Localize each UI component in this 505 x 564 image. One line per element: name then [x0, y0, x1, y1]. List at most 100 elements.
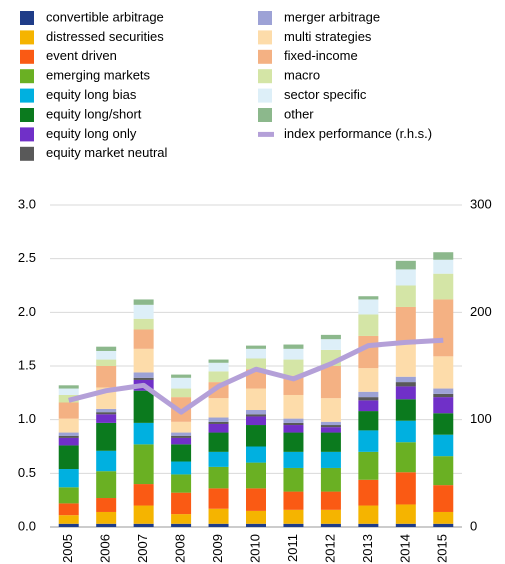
bar-segment [358, 335, 379, 369]
bar-segment [58, 418, 79, 433]
bar-segment [283, 359, 304, 376]
bar-segment [208, 508, 229, 524]
bar-segment [358, 296, 379, 300]
legend-swatch [20, 69, 34, 84]
legend-label: merger arbitrage [284, 9, 380, 24]
bar-segment [246, 414, 266, 417]
bar-segment [58, 487, 79, 504]
x-tick-label: 2008 [173, 534, 188, 563]
bar-segment [433, 397, 454, 414]
bar-segment [433, 393, 454, 398]
bar-segment [58, 515, 79, 524]
bar-segment [246, 348, 266, 359]
index-line [68, 337, 444, 415]
bar-segment [208, 423, 229, 433]
bar-segment [283, 348, 304, 360]
bar-segment [283, 509, 304, 524]
legend-label: other [284, 106, 314, 121]
bar-segment [58, 432, 79, 436]
bar-segment [246, 410, 266, 415]
bar-segment [171, 444, 192, 462]
legend-label: distressed securities [46, 29, 164, 44]
bar-segment [395, 382, 416, 387]
bar-segment [246, 345, 266, 349]
bar-segment [208, 398, 229, 418]
bar-segment [58, 523, 79, 527]
bar-segment [358, 299, 379, 315]
legend-swatch [20, 11, 34, 25]
bar-segment [246, 523, 266, 527]
y-tick-label: 0.0 [18, 518, 36, 533]
legend-label: sector specific [284, 87, 367, 102]
bar-segment [283, 375, 304, 395]
bar-segment [320, 427, 341, 433]
bar-segment [358, 523, 379, 527]
bar-segment [133, 523, 154, 527]
x-tick-label: 2015 [435, 534, 450, 563]
bar-segment [133, 484, 154, 506]
y2-tick-label: 200 [470, 304, 492, 319]
y2-tick-label: 300 [470, 196, 492, 211]
legend-label: equity long only [46, 126, 137, 141]
bar-segment [133, 299, 154, 305]
bar-segment [320, 334, 341, 340]
bar-segment [96, 414, 117, 423]
bar-segment [246, 510, 266, 524]
legend-swatch [258, 49, 272, 64]
bar-segment [358, 505, 379, 524]
bar-segment [320, 523, 341, 527]
legend-label: event driven [46, 48, 117, 63]
bar-segment [96, 450, 117, 472]
legend-swatch [20, 88, 34, 103]
bar-segment [395, 285, 416, 307]
bar-segment [395, 260, 416, 270]
bar-segment [433, 273, 454, 300]
bar-segment [283, 425, 304, 433]
legend-swatch [20, 30, 34, 45]
bar-segment [96, 366, 117, 388]
bar-segment [96, 523, 117, 527]
bar-segment [58, 445, 79, 470]
bar-segment [171, 523, 192, 527]
bar-segment [246, 488, 266, 511]
bar-segment [96, 359, 117, 366]
bar-segment [58, 388, 79, 395]
bar-segment [133, 348, 154, 373]
bar-segment [433, 259, 454, 274]
x-tick-label: 2005 [60, 534, 75, 563]
bar-segment [320, 467, 341, 492]
y2-tick-label: 100 [470, 411, 492, 426]
bar-segment [96, 412, 117, 415]
bar-segment [283, 523, 304, 527]
bar-segment [358, 391, 379, 398]
bar-segment [433, 356, 454, 389]
y2-tick-label: 0 [470, 518, 477, 533]
bar-segment [395, 399, 416, 421]
bar-segment [58, 503, 79, 516]
bar-segment [283, 394, 304, 419]
bar-segment [171, 374, 192, 378]
legend-swatch [20, 146, 34, 161]
bar-segment [283, 451, 304, 468]
y-tick-label: 1.5 [18, 357, 36, 372]
bar-segment [433, 456, 454, 486]
bar-segment [283, 491, 304, 510]
bar-segment [208, 359, 229, 363]
bar-segment [283, 432, 304, 452]
bar-segment [133, 372, 154, 378]
x-tick-label: 2014 [397, 534, 412, 563]
bar-segment [395, 376, 416, 383]
bar-segment [358, 400, 379, 412]
bar-segment [358, 411, 379, 431]
bar-segment [320, 421, 341, 426]
y-tick-label: 1.0 [18, 411, 36, 426]
bar-segment [171, 377, 192, 389]
bar-segment [246, 388, 266, 411]
bar-segment [358, 368, 379, 392]
bar-segment [171, 461, 192, 475]
legend-label: multi strategies [284, 29, 372, 44]
bar-segment [208, 362, 229, 372]
bar-segment [246, 425, 266, 447]
x-tick-label: 2013 [360, 534, 375, 563]
